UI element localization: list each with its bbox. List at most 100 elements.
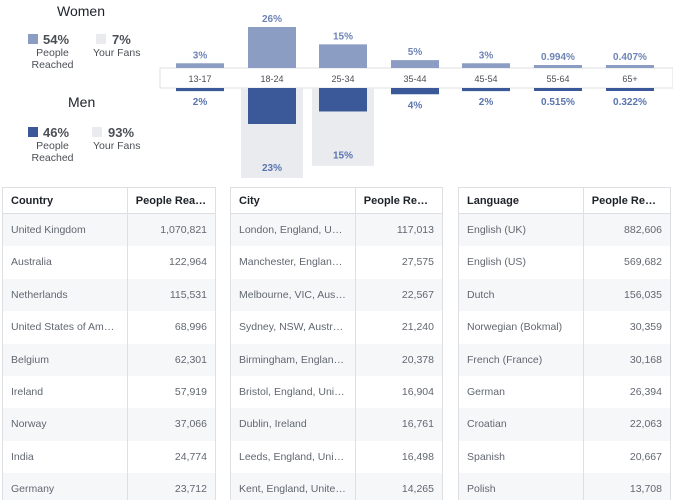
table-row: Croatian 22,063 — [459, 408, 670, 441]
women-legend: 54% People Reached 7% Your Fans — [0, 30, 160, 71]
age-gender-chart: 3% 2% 13-17 26% 23% 18-24 15% 15% 25-34 5% 4% 35-44… — [159, 14, 673, 178]
women-bar — [248, 27, 296, 68]
people-reached-cell: 21,240 — [354, 311, 442, 344]
table-row: Melbourne, VIC, Australia 22,567 — [231, 278, 442, 312]
language-name-cell: Spanish — [467, 450, 505, 463]
table-row: Dublin, Ireland 16,761 — [231, 408, 442, 441]
people-reached-cell: 24,774 — [126, 440, 215, 474]
table-row: Spanish 20,667 — [459, 440, 670, 474]
age-tick-label: 65+ — [622, 74, 637, 84]
women-fans-pct: 7% — [112, 32, 131, 47]
men-reached-swatch — [28, 127, 38, 137]
people-reached-cell: 13,708 — [582, 473, 670, 500]
city-name-cell: Birmingham, England, ... — [239, 353, 354, 366]
language-column-header[interactable]: Language — [467, 195, 519, 207]
language-name-cell: Norwegian (Bokmal) — [467, 321, 563, 334]
people-reached-cell: 30,359 — [582, 311, 670, 344]
city-name-cell: Sydney, NSW, Australia — [239, 321, 350, 334]
people-reached-cell: 57,919 — [126, 375, 215, 409]
women-reached-label: People Reached — [30, 47, 75, 71]
women-reached-swatch — [28, 34, 38, 44]
women-bar — [176, 63, 224, 68]
city-column-header[interactable]: City — [239, 195, 260, 207]
country-name-cell: Australia — [11, 256, 52, 269]
table-row: Bristol, England, United... 16,904 — [231, 375, 442, 409]
table-row: Kent, England, United ... 14,265 — [231, 473, 442, 500]
country-column-header[interactable]: Country — [11, 195, 54, 207]
men-bar — [534, 88, 582, 91]
people-reached-cell: 1,070,821 — [126, 214, 215, 247]
women-reached-label-text: People Reached — [31, 47, 74, 71]
language-name-cell: Dutch — [467, 288, 495, 301]
women-bar — [462, 63, 510, 68]
people-reached-cell: 20,667 — [582, 440, 670, 474]
language-name-cell: German — [467, 385, 505, 398]
language-name-cell: English (US) — [467, 256, 526, 269]
people-reached-column-header[interactable]: People Reach... — [582, 188, 670, 213]
country-name-cell: India — [11, 450, 34, 463]
country-name-cell: Belgium — [11, 353, 49, 366]
table-row: Germany 23,712 — [3, 473, 215, 500]
age-tick-label: 13-17 — [188, 74, 211, 84]
people-reached-cell: 117,013 — [354, 214, 442, 247]
table-row: London, England, Unite... 117,013 — [231, 214, 442, 247]
people-reached-cell: 16,904 — [354, 375, 442, 409]
people-reached-cell: 22,567 — [354, 278, 442, 312]
city-name-cell: Manchester, England, ... — [239, 256, 353, 269]
men-value-label: 23% — [262, 163, 282, 174]
age-tick-label: 55-64 — [546, 74, 569, 84]
women-fans-label: Your Fans — [93, 47, 141, 59]
table-row: Dutch 156,035 — [459, 278, 670, 312]
people-reached-cell: 27,575 — [354, 246, 442, 279]
country-name-cell: Netherlands — [11, 288, 68, 301]
table-row: French (France) 30,168 — [459, 343, 670, 376]
table-row: English (UK) 882,606 — [459, 214, 670, 247]
people-reached-cell: 20,378 — [354, 343, 442, 376]
men-bar — [462, 88, 510, 92]
men-value-label: 15% — [333, 150, 353, 161]
language-table-header: Language People Reach... — [459, 188, 670, 214]
men-reached-label: People Reached — [30, 140, 75, 164]
city-table: City People Reach... London, England, Unit… — [230, 187, 443, 500]
women-value-label: 15% — [333, 31, 353, 42]
men-value-label: 0.515% — [541, 97, 575, 108]
country-name-cell: Norway — [11, 418, 47, 431]
city-name-cell: Dublin, Ireland — [239, 418, 307, 431]
women-value-label: 0.994% — [541, 52, 575, 63]
people-reached-cell: 22,063 — [582, 408, 670, 441]
people-reached-cell: 569,682 — [582, 246, 670, 279]
men-value-label: 2% — [193, 97, 208, 108]
table-row: Polish 13,708 — [459, 473, 670, 500]
men-value-label: 2% — [479, 97, 494, 108]
men-title: Men — [68, 94, 96, 110]
women-bar — [319, 44, 367, 68]
table-row: German 26,394 — [459, 375, 670, 409]
country-table: Country People Reach... United Kingdom 1,07… — [2, 187, 216, 500]
people-reached-cell: 16,761 — [354, 408, 442, 441]
demographics-panel: Women 54% People Reached 7% Your Fans Me… — [0, 0, 673, 188]
age-tick-label: 18-24 — [260, 74, 283, 84]
people-reached-cell: 37,066 — [126, 408, 215, 441]
men-bar — [176, 88, 224, 92]
men-fans-swatch — [92, 127, 102, 137]
people-reached-column-header[interactable]: People Reach... — [126, 188, 215, 213]
language-name-cell: Polish — [467, 483, 496, 496]
table-row: Belgium 62,301 — [3, 343, 215, 376]
country-name-cell: United States of America — [11, 321, 127, 334]
table-row: Leeds, England, United... 16,498 — [231, 440, 442, 474]
table-row: Manchester, England, ... 27,575 — [231, 246, 442, 279]
country-name-cell: Germany — [11, 483, 55, 496]
women-value-label: 0.407% — [613, 52, 647, 63]
table-row: Sydney, NSW, Australia 21,240 — [231, 311, 442, 344]
age-tick-label: 35-44 — [403, 74, 426, 84]
table-row: English (US) 569,682 — [459, 246, 670, 279]
city-name-cell: Bristol, England, United... — [239, 385, 355, 398]
table-row: United States of America 68,996 — [3, 311, 215, 344]
language-table: Language People Reach... English (UK) 882,6… — [458, 187, 671, 500]
country-table-header: Country People Reach... — [3, 188, 215, 214]
people-reached-column-header[interactable]: People Reach... — [354, 188, 442, 213]
table-row: Netherlands 115,531 — [3, 278, 215, 312]
table-row: Norwegian (Bokmal) 30,359 — [459, 311, 670, 344]
men-fans-label: Your Fans — [93, 140, 141, 152]
women-bar — [391, 60, 439, 68]
